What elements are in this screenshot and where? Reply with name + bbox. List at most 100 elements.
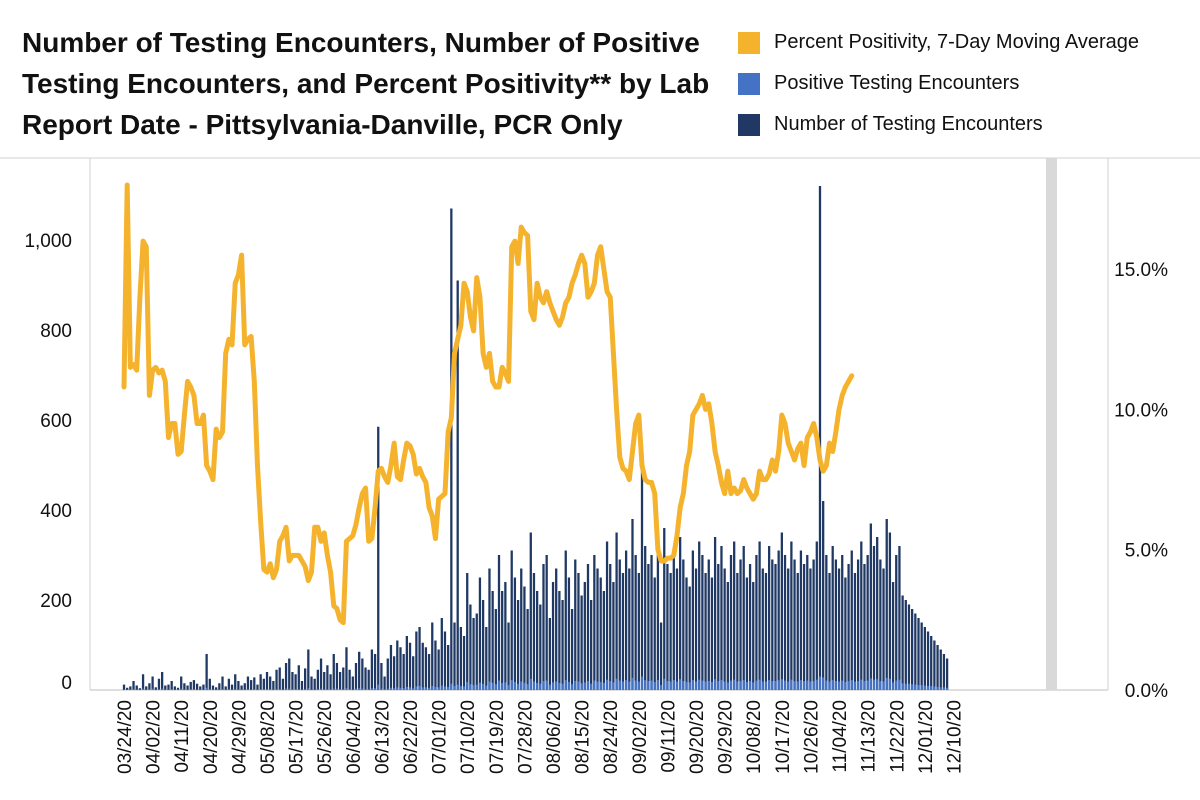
testing-encounters-bar — [380, 663, 383, 690]
positive-encounters-bar — [494, 684, 497, 690]
positive-encounters-bar — [707, 681, 710, 690]
testing-encounters-bar — [485, 627, 488, 690]
positive-encounters-bar — [246, 689, 250, 690]
positive-encounters-bar — [777, 680, 780, 690]
testing-encounters-bar — [847, 564, 850, 690]
testing-encounters-bar — [523, 586, 526, 690]
testing-encounters-bar — [319, 658, 323, 690]
testing-encounters-bar — [300, 681, 304, 690]
positive-encounters-bar — [501, 682, 504, 690]
testing-encounters-bar — [850, 550, 853, 690]
positive-encounters-bar — [739, 681, 742, 690]
positive-encounters-bar — [412, 688, 415, 690]
positive-encounters-bar — [698, 679, 701, 690]
testing-encounters-bar — [545, 555, 548, 690]
positive-encounters-bar — [478, 682, 482, 690]
positive-encounters-bar — [507, 685, 510, 690]
testing-encounters-bar — [831, 546, 834, 690]
testing-encounters-bar — [930, 636, 933, 690]
x-tick-label: 07/28/20 — [515, 700, 536, 774]
positive-encounters-bar — [523, 682, 526, 690]
positive-encounters-bar — [590, 683, 593, 690]
testing-encounters-bar — [707, 559, 710, 690]
testing-encounters-bar — [386, 658, 389, 690]
positive-encounters-bar — [733, 679, 736, 690]
testing-encounters-bar — [351, 676, 354, 690]
positive-encounters-bar — [866, 680, 869, 690]
positive-encounters-bar — [504, 682, 507, 690]
x-tick-label: 10/17/20 — [773, 700, 794, 774]
positive-encounters-bar — [701, 680, 704, 690]
testing-encounters-bar — [691, 550, 695, 690]
testing-encounters-bar — [415, 631, 418, 690]
testing-encounters-bar — [539, 604, 542, 690]
testing-encounters-bar — [717, 564, 720, 690]
positive-encounters-bar — [694, 681, 698, 690]
x-tick-label: 04/02/20 — [144, 700, 165, 774]
testing-encounters-bar — [227, 678, 231, 690]
testing-encounters-bar — [745, 577, 749, 690]
positive-encounters-bar — [659, 685, 663, 690]
testing-encounters-bar — [418, 627, 421, 690]
positive-encounters-bar — [895, 680, 898, 690]
positive-encounters-bar — [520, 681, 523, 690]
positive-encounters-bar — [567, 681, 571, 690]
testing-encounters-bar — [780, 532, 783, 690]
positive-encounters-bar — [548, 684, 551, 690]
testing-encounters-bar — [189, 681, 192, 690]
positive-encounters-bar — [891, 682, 895, 690]
positive-encounters-bar — [720, 680, 723, 690]
positive-encounters-bar — [570, 684, 574, 690]
positive-encounters-bar — [373, 688, 377, 690]
positive-encounters-bar — [319, 688, 323, 690]
testing-encounters-bar — [869, 523, 872, 690]
incomplete-data-band — [1046, 158, 1057, 690]
positive-encounters-bar — [640, 676, 644, 690]
testing-encounters-bar — [920, 622, 923, 690]
x-tick-label: 07/19/20 — [487, 700, 508, 774]
positive-encounters-bar — [437, 687, 440, 690]
testing-encounters-bar — [294, 674, 297, 690]
positive-encounters-bar — [879, 681, 882, 690]
positive-encounters-bar — [434, 686, 437, 690]
positive-encounters-bar — [539, 683, 542, 690]
positive-encounters-bar — [370, 688, 374, 690]
positive-encounters-bar — [656, 680, 660, 690]
testing-encounters-bar — [771, 559, 774, 690]
x-tick-label: 09/02/20 — [630, 700, 651, 774]
testing-encounters-bar — [154, 687, 157, 690]
testing-encounters-bar — [828, 573, 831, 690]
testing-encounters-bar — [659, 622, 663, 690]
testing-encounters-bar — [358, 651, 361, 690]
positive-encounters-bar — [853, 681, 857, 690]
testing-encounters-bar — [297, 665, 300, 690]
testing-encounters-bar — [907, 604, 911, 690]
positive-encounters-bar — [669, 681, 672, 690]
testing-encounters-bar — [567, 577, 571, 690]
positive-encounters-bar — [628, 681, 631, 690]
testing-encounters-bar — [364, 667, 367, 690]
positive-encounters-bar — [132, 689, 135, 690]
positive-encounters-bar — [726, 682, 729, 690]
testing-encounters-bar — [590, 600, 593, 690]
y-left-tick-label: 800 — [40, 321, 72, 342]
testing-encounters-bar — [472, 618, 475, 690]
testing-encounters-bar — [876, 537, 879, 690]
x-tick-label: 11/22/20 — [887, 700, 908, 773]
testing-encounters-bar — [427, 654, 431, 690]
testing-encounters-bar — [253, 677, 256, 690]
positive-encounters-bar — [431, 685, 434, 690]
positive-encounters-bar — [799, 680, 803, 690]
testing-encounters-bar — [230, 684, 234, 690]
positive-encounters-bar — [338, 689, 342, 690]
y-right-tick-label: 15.0% — [1114, 260, 1168, 281]
positive-encounters-bar — [526, 684, 529, 690]
positive-encounters-bar — [742, 680, 745, 690]
positive-encounters-bar — [650, 680, 653, 690]
testing-encounters-bar — [666, 564, 669, 690]
testing-encounters-bar — [399, 647, 402, 690]
testing-encounters-bar — [151, 676, 154, 690]
testing-encounters-bar — [481, 600, 485, 690]
positive-encounters-bar — [926, 685, 930, 690]
testing-encounters-bar — [246, 676, 250, 690]
